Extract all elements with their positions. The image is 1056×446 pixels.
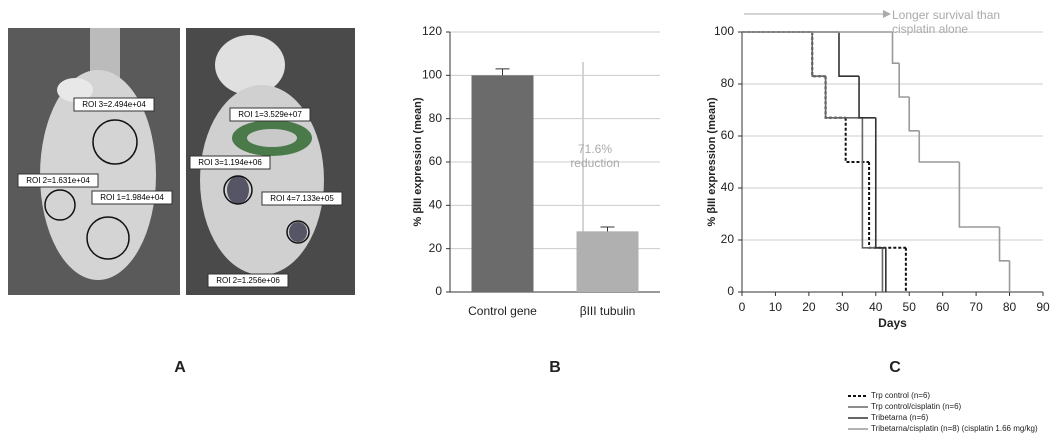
y-tick-label: 100	[422, 68, 442, 82]
x-tick-label: 10	[769, 300, 783, 314]
y-axis-title: % βIII expression (mean)	[706, 97, 718, 226]
x-tick-label: Control gene	[468, 304, 537, 318]
y-tick-label: 40	[429, 198, 443, 212]
survival-step	[811, 32, 826, 78]
survival-step	[824, 76, 863, 119]
roi-label: ROI 1=1.984e+04	[100, 193, 164, 202]
y-tick-label: 0	[435, 284, 442, 298]
legend-label: Trp control (n=6)	[871, 391, 930, 400]
photo-panel: ROI 3=2.494e+04 ROI 2=1.631e+04 ROI 1=1.…	[8, 28, 355, 295]
y-tick-label: 60	[429, 154, 443, 168]
x-tick-label: 80	[1003, 300, 1017, 314]
error-bar	[600, 226, 615, 232]
x-tick-label: 70	[969, 300, 983, 314]
y-tick-label: 80	[721, 76, 735, 90]
survival-step	[868, 162, 906, 249]
roi-label: ROI 4=7.133e+05	[270, 194, 334, 203]
legend-label: Trp control/cisplatin (n=6)	[871, 402, 962, 411]
y-tick-label: 40	[721, 180, 735, 194]
survival-step	[874, 117, 886, 249]
roi-label: ROI 2=1.631e+04	[26, 176, 90, 185]
legend-label: Tribetarna (n=6)	[871, 413, 929, 422]
y-tick-label: 80	[429, 111, 443, 125]
panel-label: C	[889, 359, 901, 376]
legend-label: Tribetarna/cisplatin (n=8) (cisplatin 1.…	[871, 424, 1038, 433]
x-tick-label: 30	[836, 300, 850, 314]
x-axis-title: Days	[878, 316, 907, 330]
error-bar	[495, 68, 510, 76]
x-tick-label: 0	[739, 300, 746, 314]
roi-label: ROI 3=1.194e+06	[198, 158, 262, 167]
survival-step	[838, 32, 860, 77]
survival-step	[844, 117, 870, 163]
bar	[576, 231, 639, 292]
panel-label: B	[549, 359, 561, 376]
survival-step	[958, 162, 1000, 228]
survival-step	[811, 32, 826, 77]
annotation: 71.6% reduction	[570, 142, 620, 170]
annotation: Longer survival than cisplatin alone	[892, 8, 1001, 36]
y-tick-label: 20	[429, 241, 443, 255]
x-tick-label: 50	[903, 300, 917, 314]
x-tick-label: 60	[936, 300, 950, 314]
y-tick-label: 0	[727, 284, 734, 298]
survival-step	[908, 97, 920, 132]
roi-label: ROI 1=3.529e+07	[238, 110, 302, 119]
survival-step	[824, 76, 846, 119]
roi-label: ROI 3=2.494e+04	[82, 100, 146, 109]
x-tick-label: 90	[1036, 300, 1050, 314]
survival-step	[891, 32, 900, 64]
y-tick-label: 100	[714, 24, 734, 38]
x-tick-label: 20	[802, 300, 816, 314]
bar	[471, 75, 534, 292]
survival-step	[898, 63, 910, 98]
roi-label: ROI 2=1.256e+06	[216, 276, 280, 285]
survival-step	[918, 130, 960, 163]
survival-step	[858, 76, 876, 119]
x-tick-label: βIII tubulin	[580, 304, 636, 318]
survival-step	[998, 227, 1010, 262]
y-axis-title: % βIII expression (mean)	[412, 97, 424, 226]
y-tick-label: 20	[721, 232, 735, 246]
y-tick-label: 60	[721, 128, 735, 142]
y-tick-label: 120	[422, 24, 442, 38]
panel-label: A	[174, 359, 186, 376]
survival-step	[861, 117, 883, 249]
x-tick-label: 40	[869, 300, 883, 314]
